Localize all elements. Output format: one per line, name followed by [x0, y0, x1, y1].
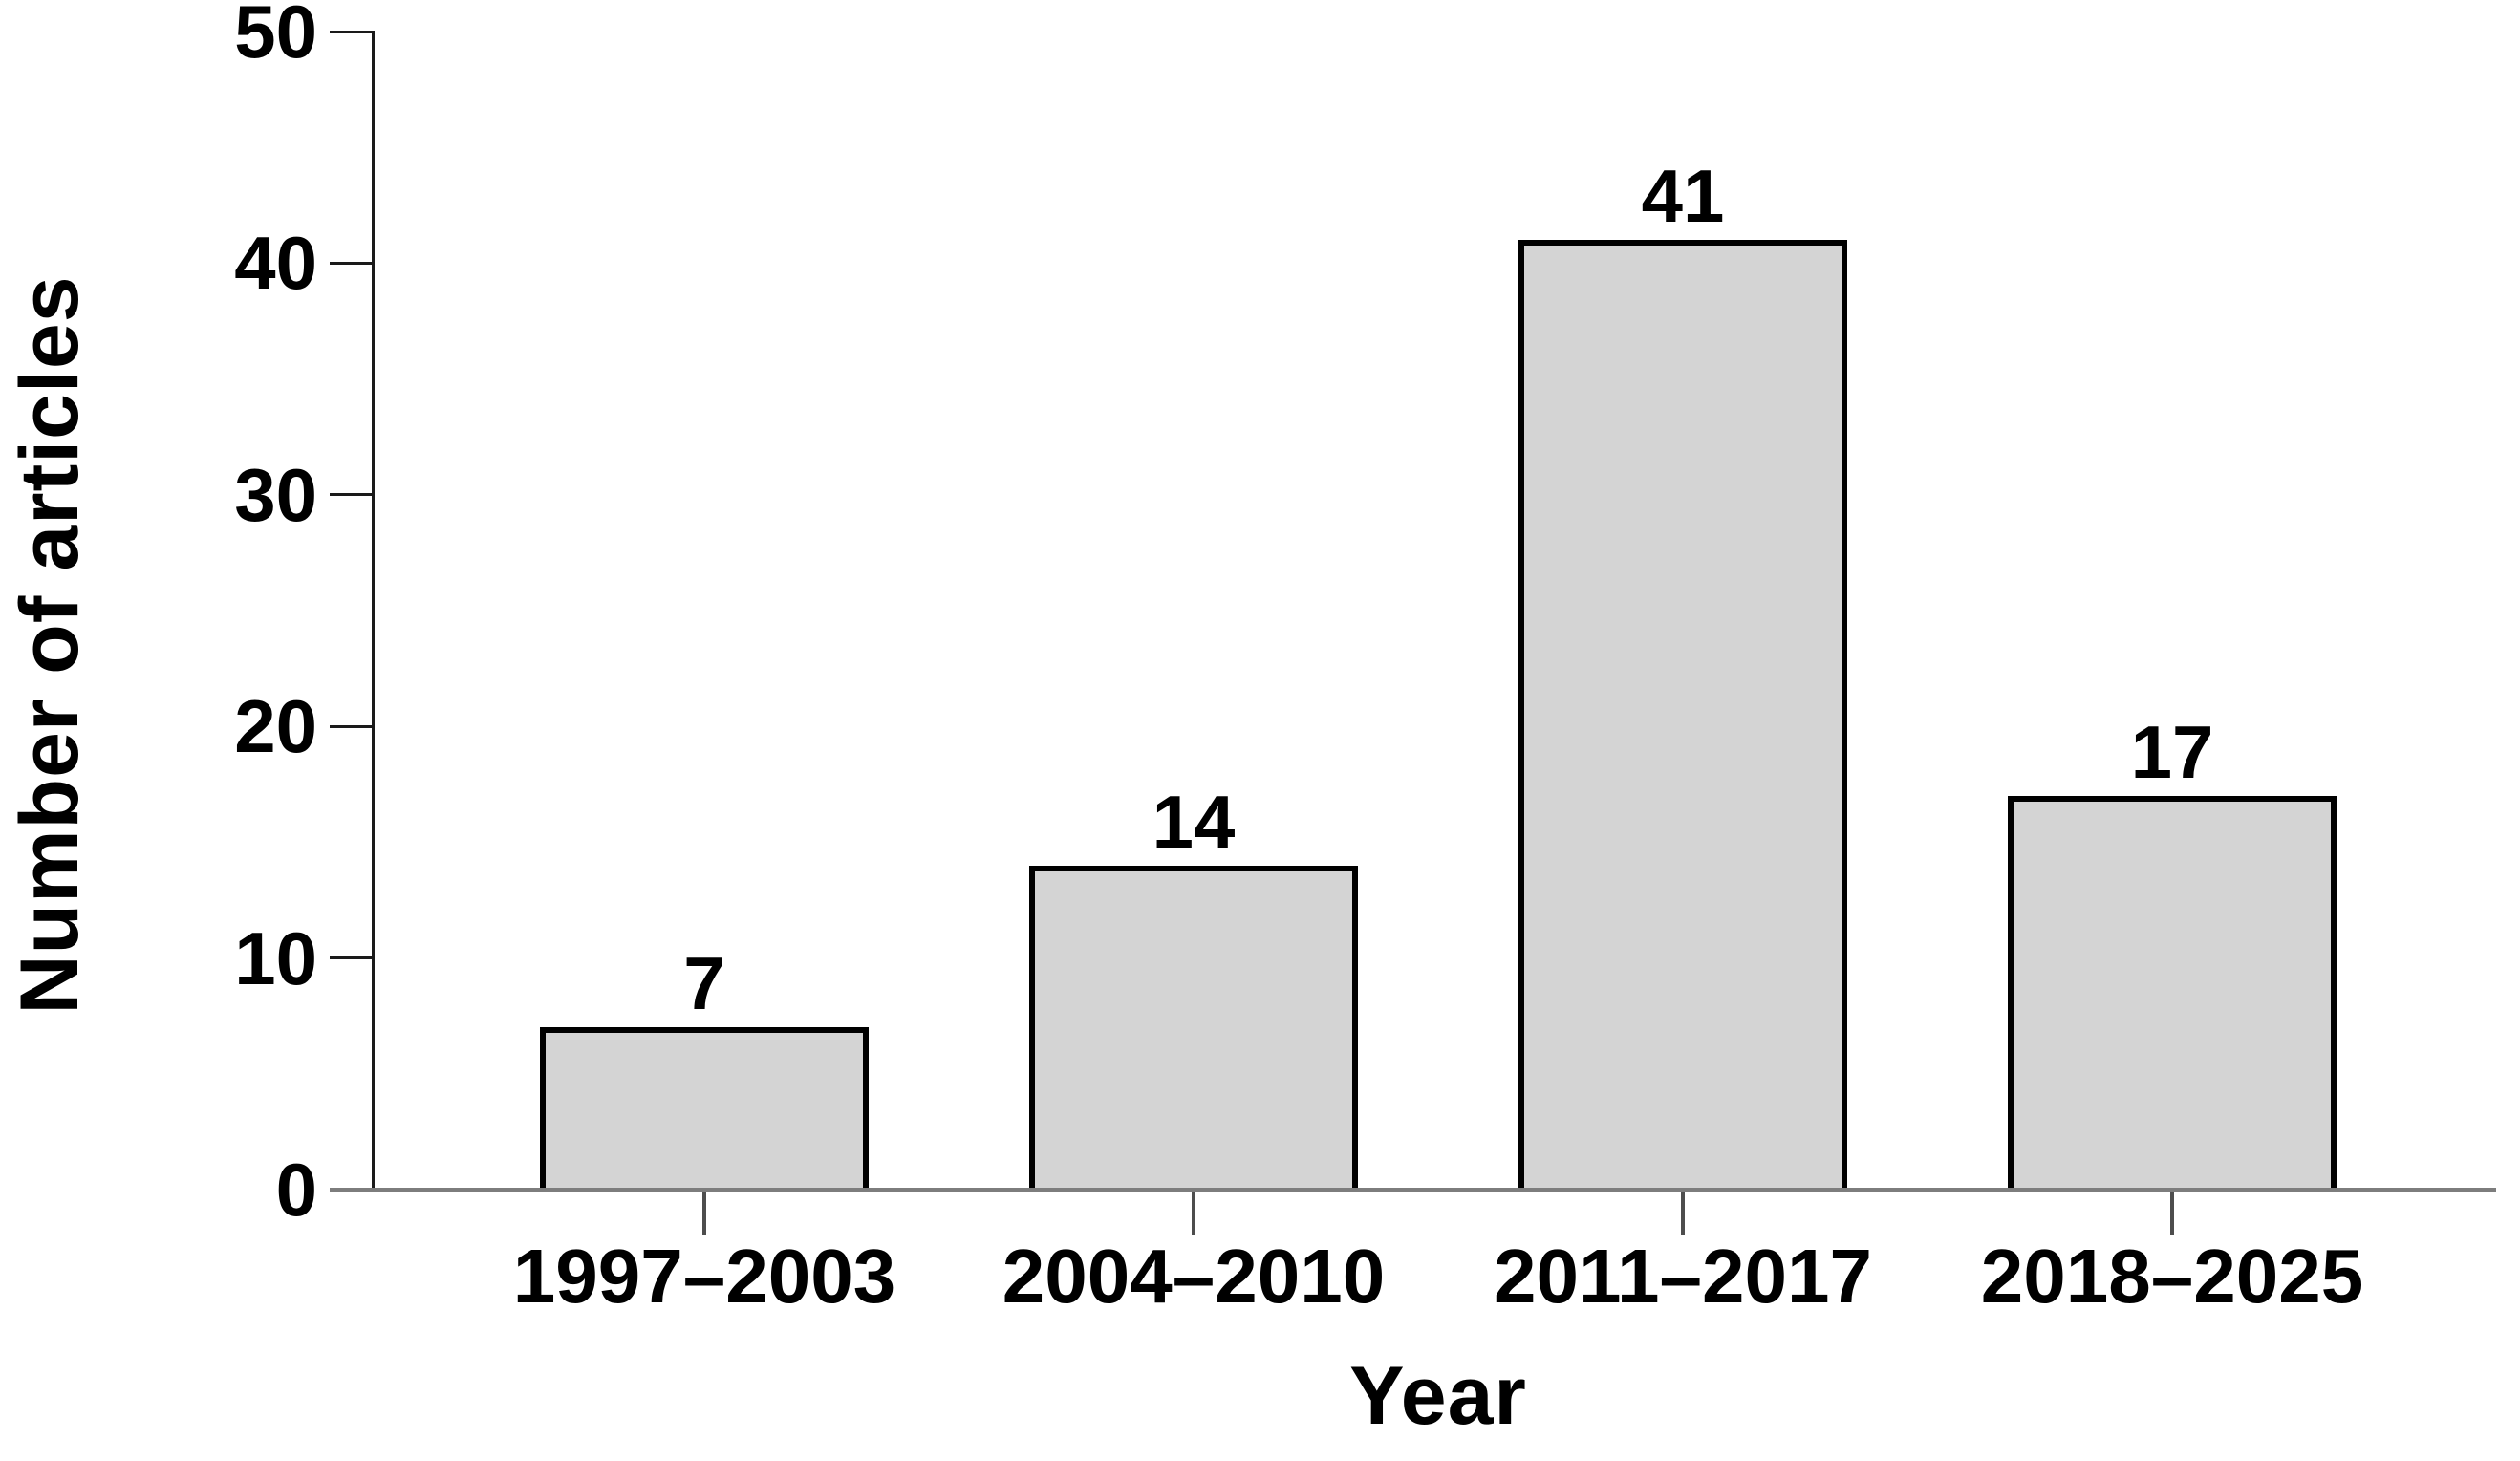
bar: [540, 1027, 869, 1190]
y-tick-label: 40: [234, 221, 317, 306]
bar-value-label: 14: [1152, 779, 1236, 864]
y-tick-mark: [330, 493, 375, 497]
y-tick-label: 10: [234, 915, 317, 1000]
x-tick-mark: [1681, 1190, 1685, 1235]
y-tick-mark: [330, 724, 375, 728]
bar: [1029, 865, 1358, 1190]
bar-value-label: 41: [1641, 154, 1725, 239]
x-tick-mark: [1192, 1190, 1195, 1235]
x-category-label: 2004–2010: [1002, 1234, 1386, 1319]
x-category-label: 1997–2003: [512, 1234, 896, 1319]
x-category-label: 2018–2025: [1980, 1234, 2364, 1319]
y-tick-label: 20: [234, 684, 317, 769]
bar: [2008, 795, 2337, 1190]
y-tick-label: 0: [275, 1148, 317, 1232]
x-tick-mark: [2170, 1190, 2174, 1235]
x-tick-mark: [702, 1190, 706, 1235]
x-axis-title-text: Year: [1349, 1350, 1527, 1442]
y-tick-label: 30: [234, 452, 317, 537]
y-tick-mark: [330, 956, 375, 960]
y-tick-mark: [330, 30, 375, 33]
y-tick-mark: [330, 261, 375, 265]
y-tick-label: 50: [234, 0, 317, 74]
bar-value-label: 17: [2130, 709, 2214, 794]
bar-value-label: 7: [683, 941, 725, 1026]
x-category-label: 2011–2017: [1493, 1234, 1872, 1319]
bar: [1518, 240, 1847, 1190]
x-axis-line: [330, 1188, 2496, 1192]
y-axis-line: [372, 32, 375, 1190]
y-axis-title-text: Number of articles: [4, 275, 96, 1015]
